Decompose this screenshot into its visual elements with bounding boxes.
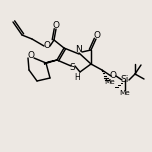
Text: Si: Si (121, 76, 129, 85)
Text: Me: Me (105, 79, 115, 85)
Polygon shape (44, 60, 57, 64)
Text: O: O (109, 71, 116, 81)
Text: O: O (43, 41, 50, 50)
Text: S: S (69, 64, 75, 73)
Text: O: O (28, 52, 35, 60)
Text: N: N (76, 45, 82, 55)
Text: H: H (74, 74, 80, 83)
Text: O: O (93, 31, 100, 40)
Text: Me: Me (120, 90, 130, 96)
Text: O: O (52, 21, 59, 29)
